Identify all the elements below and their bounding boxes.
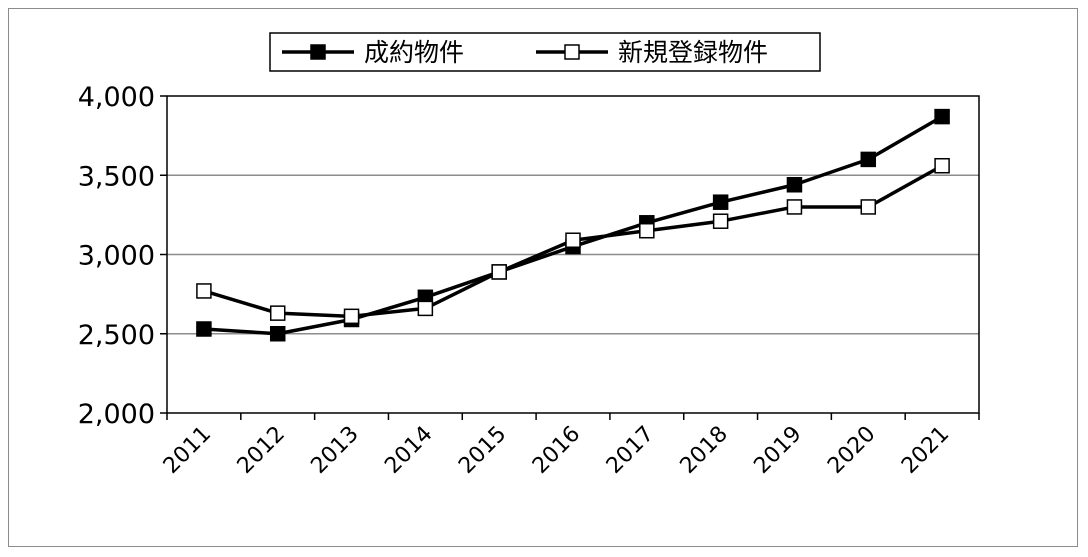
- y-tick-label: 3,000: [78, 241, 155, 272]
- legend-open-square-icon: [564, 44, 580, 60]
- open-square-marker: [417, 300, 434, 317]
- x-tick-label: 2015: [454, 422, 511, 479]
- x-tick-label: 2013: [307, 422, 364, 479]
- filled-square-marker: [712, 194, 729, 210]
- x-tick-label: 2012: [233, 422, 290, 479]
- y-tick-label: 2,000: [78, 399, 155, 430]
- open-square-marker: [269, 305, 286, 321]
- filled-square-marker: [786, 177, 803, 193]
- y-tick-label: 4,000: [78, 82, 155, 113]
- y-tick-label: 3,500: [78, 161, 155, 192]
- open-square-marker: [934, 157, 950, 174]
- legend: 成約物件 新規登録物件: [269, 32, 821, 72]
- filled-square-marker: [860, 151, 877, 168]
- open-square-marker: [491, 264, 507, 280]
- open-square-marker: [860, 199, 877, 215]
- open-square-marker: [712, 213, 729, 229]
- legend-filled-square-icon: [310, 44, 326, 60]
- legend-label-2: 新規登録物件: [618, 38, 768, 67]
- x-axis-ticks: 2011 2012 2013 2014 2015 2016 2017 2018 2019 2020…: [159, 413, 980, 479]
- open-square-marker: [786, 199, 803, 215]
- filled-square-marker: [934, 108, 950, 125]
- x-tick-label: 2019: [749, 422, 806, 479]
- open-square-marker: [639, 222, 655, 239]
- open-square-marker: [196, 283, 212, 299]
- gridlines: [167, 174, 979, 335]
- legend-label-1: 成約物件: [364, 38, 464, 67]
- x-tick-label: 2016: [528, 422, 585, 479]
- x-tick-label: 2011: [159, 422, 216, 479]
- chart-frame: [8, 8, 1078, 547]
- series-group: [196, 108, 950, 342]
- x-tick-label: 2021: [897, 422, 954, 479]
- open-square-marker: [343, 308, 360, 325]
- x-tick-label: 2020: [823, 422, 880, 479]
- x-tick-label: 2017: [602, 422, 659, 479]
- y-axis-ticks: 2,000 2,500 3,000 3,500 4,000: [78, 82, 167, 430]
- x-tick-label: 2014: [380, 422, 437, 479]
- filled-square-marker: [196, 321, 212, 337]
- y-tick-label: 2,500: [78, 320, 155, 351]
- open-square-marker: [565, 232, 581, 248]
- filled-square-marker: [269, 326, 286, 342]
- x-tick-label: 2018: [676, 422, 733, 479]
- series-line-1: [203, 115, 943, 336]
